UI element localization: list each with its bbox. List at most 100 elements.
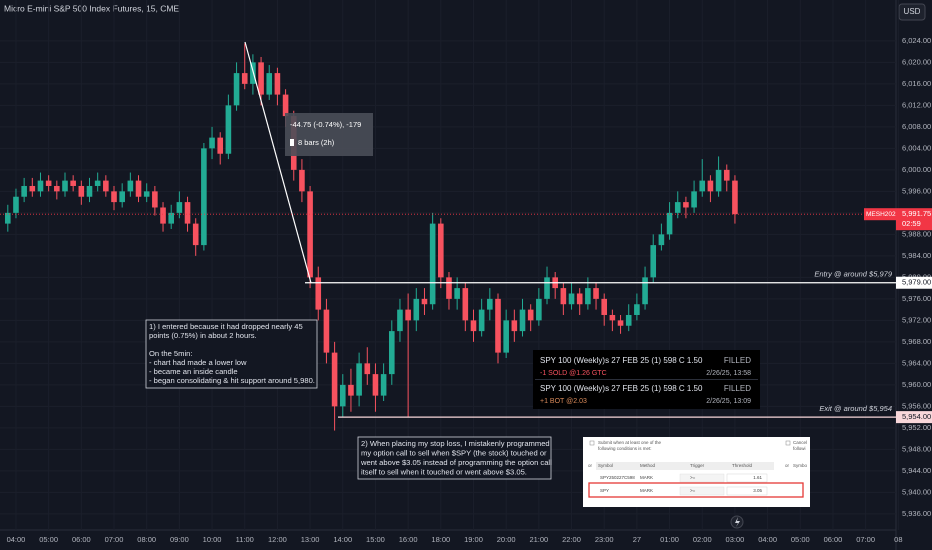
note-line: 1) I entered because it had dropped near… (149, 322, 303, 331)
candle-body (478, 309, 485, 332)
candle-body (21, 185, 27, 197)
note-line: - became an inside candle (149, 367, 238, 376)
inset-cell: >= (690, 475, 696, 480)
candle-body (168, 212, 174, 224)
candle-body (732, 180, 738, 215)
inset-input (679, 486, 725, 496)
candle-body (5, 212, 11, 224)
note-line: went above $3.05 instead of programming … (360, 458, 552, 467)
candle-body (217, 137, 224, 154)
candle-body (323, 309, 330, 353)
y-tick-label: 6,012.00 (902, 100, 931, 109)
replay-icon-bolt (735, 517, 740, 527)
note-box (145, 319, 318, 389)
inset-highlight (588, 482, 804, 498)
x-tick-label: 05:00 (39, 535, 58, 544)
x-tick-label: 15:00 (366, 535, 385, 544)
inset-column: Threshold (732, 463, 753, 468)
candle-body (45, 180, 52, 186)
inset-cancel: followi (793, 446, 806, 451)
candle-body (192, 223, 199, 246)
currency-button[interactable] (898, 3, 926, 21)
symbol-label: MESH2025 (866, 211, 900, 218)
candle-body (568, 293, 575, 305)
note-line: - began consolidating & hit support arou… (149, 376, 315, 385)
note-line: my option call to sell when $SPY (the st… (361, 449, 547, 458)
candle-body (233, 73, 240, 106)
candle-body (593, 288, 599, 299)
candle-body (209, 137, 215, 149)
candle-body (103, 180, 109, 192)
candle-body (37, 180, 44, 192)
candle-body (143, 191, 150, 197)
inset-check (589, 440, 595, 446)
order-contract: SPY 100 (Weekly)s 27 FEB 25 (1) 598 C 1.… (540, 356, 703, 365)
x-tick-label: 10:00 (203, 535, 222, 544)
order-time: 2/26/25, 13:09 (706, 398, 751, 405)
y-tick-label: 6,024.00 (902, 36, 931, 45)
candle-body (29, 185, 36, 192)
measure-bars: 8 bars (2h) (298, 138, 335, 147)
candle-body (356, 363, 362, 396)
candle-body (650, 245, 657, 278)
order-fill: -1 SOLD @1.26 GTC (540, 370, 607, 377)
candle-body (642, 277, 648, 305)
candle-body (86, 185, 93, 197)
x-tick-label: 18:00 (431, 535, 450, 544)
inset-bg (583, 437, 810, 507)
note-line: - chart had made a lower low (149, 358, 247, 367)
inset-cell: >= (690, 488, 696, 493)
inset-cell: MARK (640, 488, 653, 493)
candle-body (397, 309, 403, 332)
candles (5, 43, 738, 431)
candle-body (470, 320, 477, 332)
y-tick-label: 6,008.00 (902, 122, 931, 131)
candle-body (201, 148, 207, 246)
x-tick-label: 02:00 (693, 535, 712, 544)
x-tick-label: 20:00 (497, 535, 516, 544)
last-price-label: 5,991.75 (902, 209, 931, 218)
inset-header-row (596, 462, 774, 470)
x-tick-label: 11:00 (236, 535, 254, 544)
candle-body (421, 298, 428, 305)
y-tick-label: 5,988.00 (902, 229, 931, 238)
y-tick-label: 5,956.00 (902, 401, 931, 410)
x-tick-label: 04:00 (7, 535, 26, 544)
candle-body (609, 314, 616, 321)
x-tick-label: 07:00 (856, 535, 875, 544)
inset-cell: SPY250227C598 (600, 475, 635, 480)
y-tick-label: 5,996.00 (902, 186, 931, 195)
candle-body (184, 202, 191, 224)
level-tag-label: 5,954.00 (902, 412, 931, 421)
x-tick-label: 08:00 (137, 535, 156, 544)
x-tick-label: 07:00 (105, 535, 124, 544)
order-status: FILLED (724, 356, 751, 365)
candle-body (519, 309, 526, 332)
candle-body (307, 191, 313, 278)
candle-body (315, 277, 322, 310)
level-tag (896, 276, 932, 289)
countdown: 02:59 (902, 219, 921, 228)
level-text: Exit @ around $5,954 (819, 404, 892, 413)
candle-body (462, 288, 469, 321)
candle-body (54, 185, 60, 192)
candle-body (674, 202, 681, 213)
candle-body (601, 298, 608, 315)
y-tick-label: 5,952.00 (902, 423, 931, 432)
inset-cell: SPY (600, 488, 609, 493)
inset-column: Trigger (690, 463, 705, 468)
candle-body (348, 384, 354, 396)
candle-body (94, 180, 101, 186)
y-tick-label: 5,964.00 (902, 358, 931, 367)
x-tick-label: 01:00 (660, 535, 679, 544)
candle-body (78, 185, 85, 197)
x-tick-label: 06:00 (824, 535, 843, 544)
candle-body (405, 309, 411, 321)
y-tick-label: 5,972.00 (902, 315, 931, 324)
note-line: 2) When placing my stop loss, I mistaken… (361, 439, 550, 448)
candle-body (527, 309, 534, 321)
candle-body (429, 223, 436, 305)
inset-column: Method (640, 463, 656, 468)
x-tick-label: 27 (633, 535, 641, 544)
